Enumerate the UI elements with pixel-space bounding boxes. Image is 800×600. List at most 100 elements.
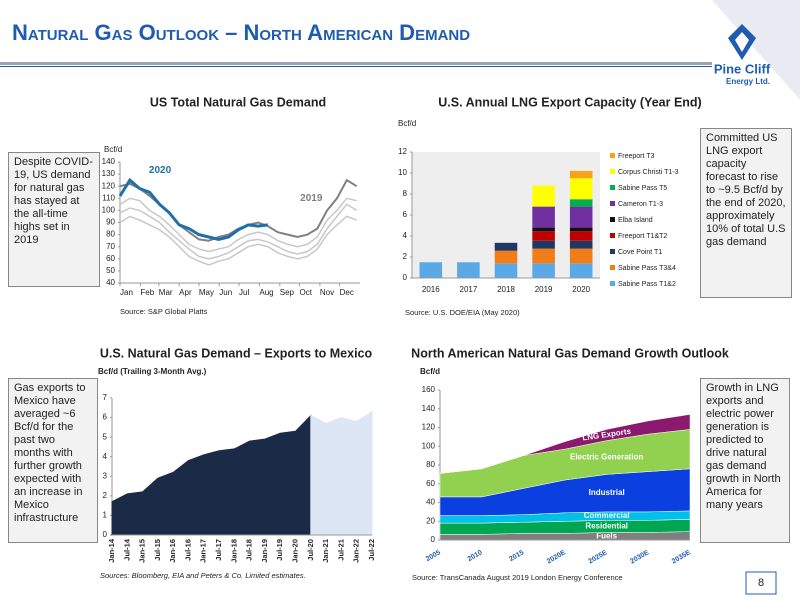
page-number-box [745,571,777,595]
y-tick-label: 7 [103,393,108,402]
bar-segment [569,206,593,228]
x-tick-label: Jul-15 [153,539,162,561]
bar-segment [494,242,518,251]
axis-label: Bcf/d [420,367,440,376]
bar-segment [457,262,480,278]
y-tick-label: 110 [102,193,115,202]
y-tick-label: 130 [102,169,116,178]
source: Sources: Bloomberg, EIA and Peters & Co.… [100,571,306,580]
legend-label: Sabine Pass T1&2 [618,281,676,288]
x-tick-label: Jul-20 [306,539,315,561]
x-tick-label: Mar [159,288,173,297]
axis-label: Bcf/d [398,119,416,128]
line [119,197,357,253]
x-tick-label: 2035E [671,549,692,565]
legend-label: Freeport T1&T2 [618,233,667,240]
x-tick-label: Jan-15 [138,539,147,563]
logo-mark [735,32,749,52]
y-tick-label: 60 [106,254,115,263]
x-tick-label: Jul-17 [214,539,223,561]
y-tick-label: 160 [422,385,436,394]
y-tick-label: 6 [103,413,108,422]
y-tick-label: 100 [422,441,436,450]
x-tick-label: Sep [280,288,295,297]
y-tick-label: 80 [426,460,435,469]
area [310,410,373,536]
note: Growth in LNG exports and electric power… [700,378,790,543]
bar-segment [532,263,555,278]
x-tick-label: Apr [179,288,192,297]
y-tick-label: 3 [103,471,108,480]
x-tick-label: Jan-21 [321,539,330,563]
note: Despite COVID-19, US demand for natural … [8,152,100,287]
x-tick-label: Jan-18 [229,539,238,563]
x-tick-label: 2015 [508,549,525,563]
slide-title: Natural Gas Outlook – North American Dem… [12,20,470,45]
x-tick-label: Jan-20 [291,539,300,563]
x-tick-label: 2019 [535,285,553,294]
y-tick-label: 6 [403,210,408,219]
x-tick-label: 2025E [588,549,609,565]
bar-segment [569,231,593,241]
bar-segment [494,263,518,278]
chart-title: North American Natural Gas Demand Growth… [411,346,729,360]
x-tick-label: Jan-22 [352,539,361,563]
bar-segment [532,240,555,249]
bar-segment [532,248,555,264]
y-tick-label: 5 [103,432,108,441]
line [118,177,269,241]
x-tick-label: Feb [140,288,154,297]
note: Gas exports to Mexico have averaged ~6 B… [8,378,98,543]
x-tick-label: 2010 [467,549,484,563]
y-tick-label: 12 [398,147,407,156]
series-label: Fuels [596,531,617,540]
y-tick-label: 50 [106,266,115,275]
y-tick-label: 0 [403,273,408,282]
axis-label: Bcf/d (Trailing 3-Month Avg.) [98,367,207,376]
bar-segment [569,263,593,278]
x-tick-label: Jul-14 [122,538,131,561]
y-tick-label: 60 [426,479,435,488]
legend-swatch [610,281,615,286]
series-label: 2020 [149,165,172,176]
y-tick-label: 80 [106,230,115,239]
x-tick-label: Aug [259,288,273,297]
area [439,414,691,474]
x-tick-label: Jan-16 [168,539,177,563]
series-label: Commercial [584,511,630,520]
source: Source: S&P Global Platts [120,307,208,316]
y-tick-label: 40 [426,498,435,507]
x-tick-label: Jan-14 [107,538,116,563]
x-tick-label: 2030E [629,549,650,565]
legend-swatch [610,217,615,222]
y-tick-label: 10 [398,168,407,177]
y-tick-label: 4 [403,231,408,240]
legend-swatch [610,201,615,206]
header-rule [0,62,712,65]
legend-swatch [610,169,615,174]
y-tick-label: 8 [403,189,408,198]
legend-label: Corpus Christi T1-3 [618,169,679,176]
x-tick-label: Jun [219,288,232,297]
source: Source: U.S. DOE/EIA (May 2020) [405,308,520,317]
y-tick-label: 20 [426,516,435,525]
y-tick-label: 120 [422,423,436,432]
bar-segment [569,178,593,200]
bar-segment [419,262,443,278]
legend-swatch [610,233,615,238]
y-tick-label: 1 [103,511,108,520]
bar-segment [494,250,518,264]
x-tick-label: 2017 [460,285,478,294]
x-tick-label: Oct [300,288,313,297]
x-tick-label: Jan-17 [199,539,208,563]
legend-label: Sabine Pass T5 [618,185,667,192]
y-tick-label: 140 [102,157,116,166]
chart-title: U.S. Annual LNG Export Capacity (Year En… [438,95,701,109]
legend-swatch [610,185,615,190]
x-tick-label: 2016 [422,285,440,294]
bar-segment [569,227,593,232]
bar-segment [532,206,555,228]
bar-segment [532,185,555,207]
y-tick-label: 4 [103,452,108,461]
